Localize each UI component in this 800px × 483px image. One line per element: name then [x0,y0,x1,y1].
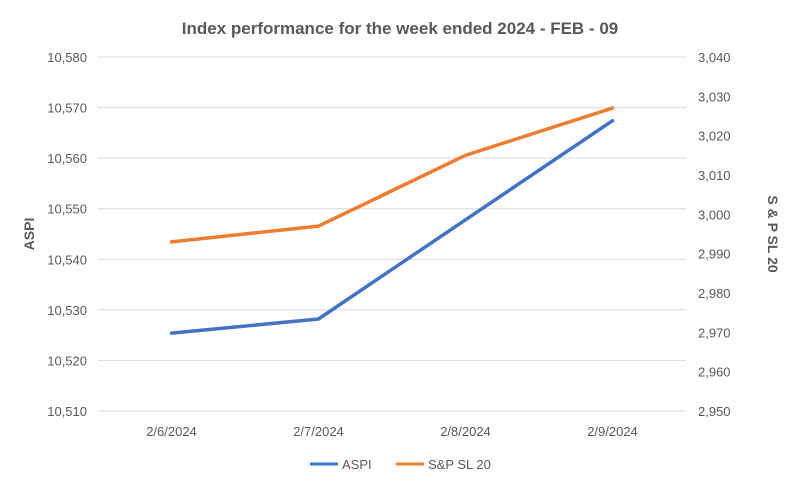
right-tick-label: 3,010 [698,168,731,183]
left-tick-label: 10,580 [47,50,87,65]
x-tick-label: 2/8/2024 [440,424,491,439]
left-tick-label: 10,530 [47,303,87,318]
left-tick-label: 10,520 [47,353,87,368]
right-tick-label: 3,040 [698,50,731,65]
right-axis-title: S & P SL 20 [765,195,781,273]
right-axis-ticks: 2,950 2,960 2,970 2,980 2,990 3,000 3,010 3,020… [698,50,731,419]
right-tick-label: 2,990 [698,247,731,262]
right-tick-label: 3,020 [698,129,731,144]
right-tick-label: 3,030 [698,89,731,104]
series-line-spsl20 [169,106,615,244]
left-tick-label: 10,570 [47,101,87,116]
gridlines [98,56,686,361]
left-tick-label: 10,560 [47,151,87,166]
legend-label-aspi: ASPI [342,457,372,472]
series-lines [169,106,615,335]
x-axis-ticks: 2/6/2024 2/7/2024 2/8/2024 2/9/2024 [146,424,638,439]
series-line-aspi [169,118,615,335]
legend: ASPI S&P SL 20 [310,457,491,472]
legend-label-spsl20: S&P SL 20 [428,457,491,472]
right-tick-label: 2,950 [698,404,731,419]
x-tick-label: 2/9/2024 [587,424,638,439]
right-tick-label: 3,000 [698,207,731,222]
x-tick-label: 2/7/2024 [293,424,344,439]
left-axis-title: ASPI [21,218,37,251]
right-tick-label: 2,980 [698,286,731,301]
left-tick-label: 10,510 [47,404,87,419]
right-tick-label: 2,970 [698,325,731,340]
chart-title: Index performance for the week ended 202… [182,19,618,38]
left-tick-label: 10,550 [47,202,87,217]
right-tick-label: 2,960 [698,365,731,380]
left-tick-label: 10,540 [47,252,87,267]
x-tick-label: 2/6/2024 [146,424,197,439]
left-axis-ticks: 10,510 10,520 10,530 10,540 10,550 10,560 10,5… [47,50,87,419]
